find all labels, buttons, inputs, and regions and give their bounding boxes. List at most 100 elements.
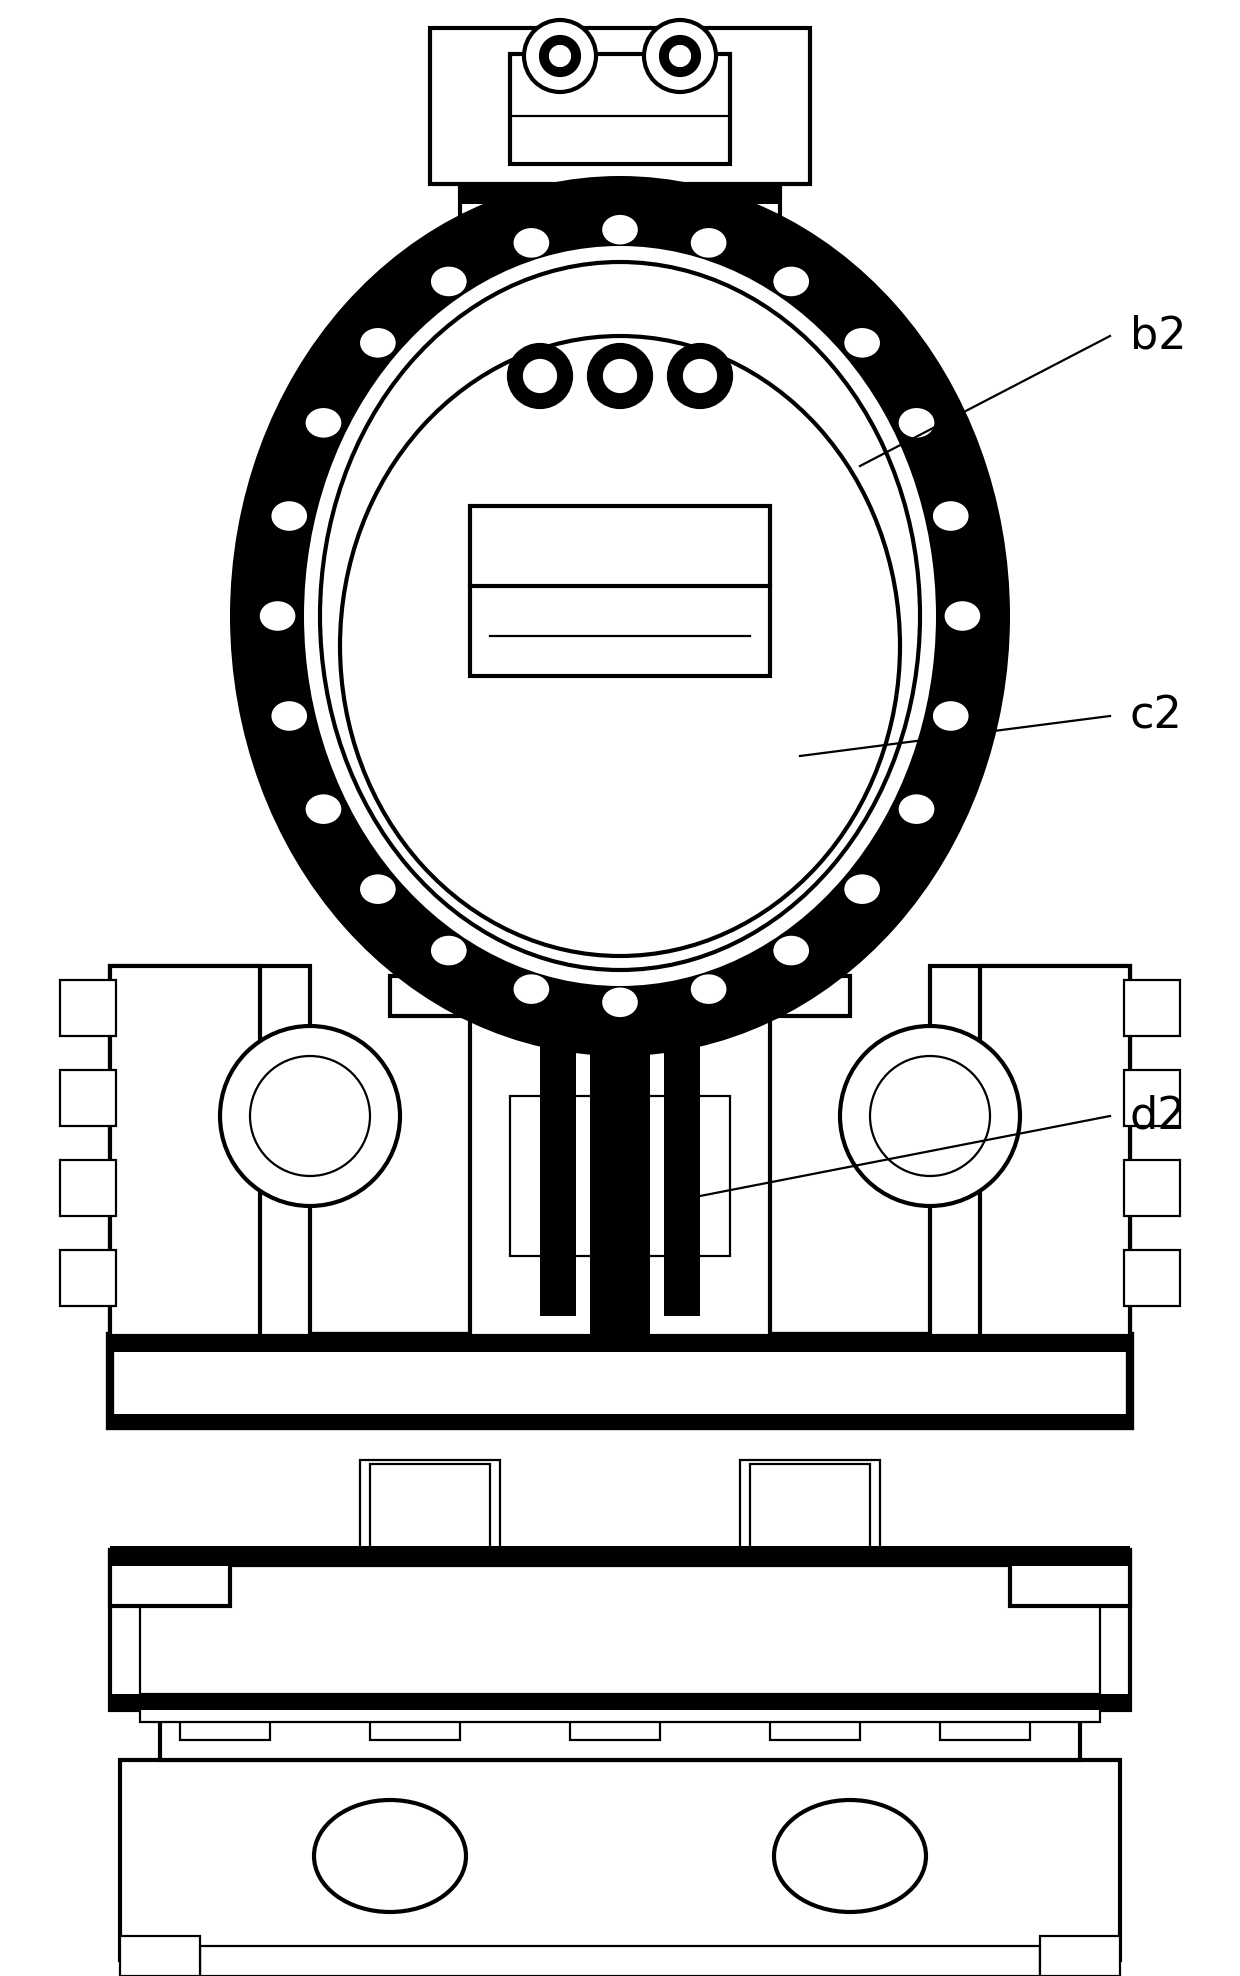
Bar	[120, 1761, 1120, 1960]
Ellipse shape	[361, 330, 394, 356]
Bar	[529, 607, 711, 666]
Bar	[770, 1707, 861, 1741]
Ellipse shape	[775, 269, 808, 294]
Ellipse shape	[775, 937, 808, 964]
Bar	[110, 966, 260, 1336]
Circle shape	[525, 360, 556, 391]
Ellipse shape	[934, 701, 967, 729]
Ellipse shape	[774, 1800, 926, 1913]
Text: c2: c2	[1130, 694, 1183, 737]
Bar	[930, 966, 1130, 1336]
Ellipse shape	[900, 796, 934, 822]
Bar	[470, 976, 770, 1336]
Bar	[60, 980, 117, 1035]
Bar	[140, 1567, 1100, 1693]
Ellipse shape	[304, 245, 936, 986]
Bar	[1123, 1160, 1180, 1215]
Bar	[1040, 1936, 1120, 1976]
Bar	[391, 976, 849, 1016]
Ellipse shape	[340, 336, 900, 956]
Circle shape	[551, 45, 570, 65]
Bar	[711, 891, 760, 913]
Bar	[420, 929, 820, 988]
Bar	[750, 1464, 870, 1551]
Ellipse shape	[306, 796, 340, 822]
Circle shape	[588, 344, 652, 407]
Bar	[110, 1549, 229, 1606]
Bar	[110, 1336, 1130, 1427]
Bar	[160, 1709, 1080, 1761]
Ellipse shape	[432, 937, 465, 964]
Text: d2: d2	[1130, 1095, 1187, 1138]
Bar	[370, 1464, 490, 1551]
Ellipse shape	[320, 263, 920, 970]
Bar	[740, 1460, 880, 1555]
Bar	[110, 966, 310, 1336]
Ellipse shape	[846, 875, 879, 903]
Circle shape	[508, 344, 572, 407]
Bar	[440, 656, 800, 895]
Bar	[60, 1069, 117, 1126]
Bar	[430, 28, 810, 184]
Bar	[420, 972, 820, 988]
Bar	[370, 1707, 460, 1741]
Ellipse shape	[515, 976, 548, 1004]
Bar	[180, 1707, 270, 1741]
Ellipse shape	[692, 229, 725, 257]
Bar	[940, 1707, 1030, 1741]
Text: b2: b2	[1130, 314, 1187, 358]
Bar	[420, 929, 820, 945]
Bar	[510, 1097, 730, 1257]
Ellipse shape	[314, 1800, 466, 1913]
Bar	[140, 1705, 1100, 1721]
Ellipse shape	[432, 269, 465, 294]
Ellipse shape	[934, 502, 967, 530]
Bar	[110, 1545, 1130, 1567]
Bar	[590, 976, 650, 1336]
Bar	[1011, 1549, 1130, 1606]
Bar	[470, 506, 770, 676]
Circle shape	[839, 1026, 1021, 1205]
Bar	[510, 316, 730, 385]
Circle shape	[525, 20, 596, 93]
Ellipse shape	[273, 701, 306, 729]
Bar	[1123, 1069, 1180, 1126]
Circle shape	[644, 20, 715, 93]
Bar	[539, 996, 577, 1316]
Circle shape	[250, 1055, 370, 1176]
Ellipse shape	[946, 603, 980, 630]
Ellipse shape	[515, 229, 548, 257]
Circle shape	[604, 360, 636, 391]
Circle shape	[219, 1026, 401, 1205]
Bar	[510, 53, 730, 164]
Bar	[460, 186, 780, 316]
Ellipse shape	[692, 976, 725, 1004]
Bar	[110, 1415, 1130, 1427]
Bar	[120, 1936, 200, 1976]
Bar	[450, 385, 790, 486]
Circle shape	[670, 45, 689, 65]
Ellipse shape	[361, 875, 394, 903]
Ellipse shape	[260, 603, 294, 630]
Circle shape	[668, 344, 732, 407]
Ellipse shape	[604, 215, 636, 243]
Ellipse shape	[900, 409, 934, 437]
Ellipse shape	[604, 988, 636, 1016]
Ellipse shape	[846, 330, 879, 356]
Bar	[663, 996, 701, 1316]
Circle shape	[539, 36, 580, 75]
Bar	[980, 966, 1130, 1336]
Circle shape	[684, 360, 715, 391]
Circle shape	[660, 36, 701, 75]
Ellipse shape	[306, 409, 340, 437]
Bar	[460, 184, 780, 204]
Bar	[110, 1693, 1130, 1709]
Bar	[200, 1946, 1040, 1976]
Ellipse shape	[229, 176, 1011, 1055]
Bar	[1123, 1251, 1180, 1306]
Bar	[1123, 980, 1180, 1035]
Ellipse shape	[273, 502, 306, 530]
Bar	[60, 1251, 117, 1306]
Circle shape	[870, 1055, 990, 1176]
Bar	[110, 1549, 1130, 1709]
